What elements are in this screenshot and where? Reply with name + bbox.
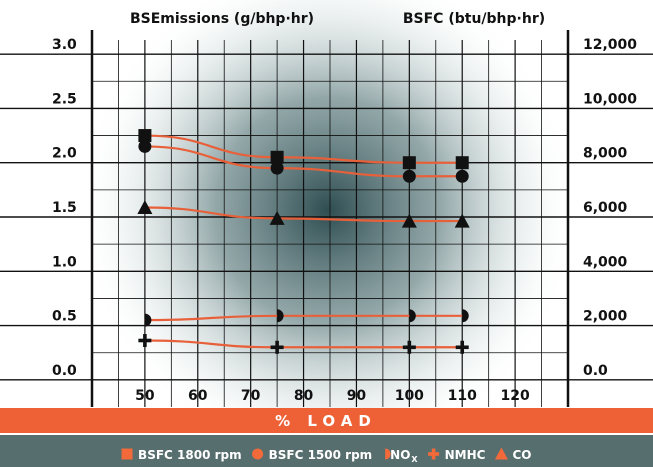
series-line — [144, 134, 463, 164]
left-tick-label: 0.5 — [52, 309, 77, 325]
x-tick-label: 60 — [188, 388, 208, 404]
marker-triangle — [269, 210, 285, 225]
legend-item: NO X — [385, 448, 418, 464]
background-glow — [78, 0, 578, 460]
marker-plus — [402, 340, 416, 354]
marker-circle — [455, 169, 469, 183]
plus-bar-v — [275, 340, 279, 354]
x-axis-title-band — [0, 408, 653, 433]
series-line — [144, 145, 463, 178]
legend-label-subscript: X — [411, 455, 418, 464]
marker-square — [138, 129, 152, 143]
x-tick-label: 70 — [241, 388, 261, 404]
marker-half-circle — [462, 309, 469, 323]
right-tick-label: 2,000 — [583, 309, 628, 325]
right-axis-title: BSFC (btu/bhp·hr) — [403, 11, 545, 27]
marker-circle — [402, 169, 416, 183]
marker-plus — [270, 340, 284, 354]
legend-marker-triangle — [494, 447, 508, 460]
series-nox — [144, 309, 469, 327]
x-tick-label: 80 — [294, 388, 314, 404]
plus-bar-v — [407, 340, 412, 354]
series-bsfc-1500-rpm — [138, 139, 469, 183]
left-tick-label: 3.0 — [52, 37, 77, 53]
marker-triangle — [401, 213, 417, 228]
marker-half-circle — [277, 309, 284, 323]
marker-circle — [270, 161, 284, 175]
legend-label: CO — [512, 448, 531, 462]
series-line — [144, 339, 463, 349]
series-nmhc — [138, 334, 469, 354]
x-tick-label: 100 — [395, 388, 424, 404]
marker-plus — [138, 334, 152, 347]
tick-labels: 0.0 0.0 0.5 2,000 1.0 4,000 1.5 6,000 2.0 8,000 2.… — [52, 37, 637, 404]
left-tick-label: 2.5 — [52, 91, 77, 107]
x-tick-label: 90 — [347, 388, 367, 404]
legend-label: NMHC — [445, 448, 486, 462]
legend-label: BSFC 1800 rpm — [138, 448, 242, 462]
legend-marker-circle — [252, 448, 264, 460]
right-tick-label: 6,000 — [583, 200, 628, 216]
legend-marker-square — [121, 448, 133, 460]
plus-bar-v — [143, 334, 147, 347]
marker-square — [270, 150, 284, 164]
right-tick-label: 8,000 — [583, 146, 628, 162]
marker-plus — [455, 340, 469, 354]
legend-item: BSFC 1800 rpm — [121, 448, 242, 462]
plus-bar-v — [460, 340, 465, 354]
marker-triangle — [137, 200, 153, 214]
series-co — [137, 200, 470, 228]
x-tick-label: 50 — [135, 388, 155, 404]
x-tick-label: 120 — [500, 388, 529, 404]
series-line — [144, 206, 463, 223]
marker-square — [455, 156, 469, 170]
series-bsfc-1800-rpm — [138, 129, 469, 170]
legend-label: BSFC 1500 rpm — [269, 448, 373, 462]
series-layer — [137, 129, 470, 354]
right-tick-label: 0.0 — [583, 363, 608, 379]
marker-half-circle — [144, 313, 152, 327]
marker-square — [402, 156, 416, 170]
x-axis-title: % LOAD — [275, 412, 377, 430]
left-tick-label: 1.0 — [52, 254, 77, 270]
legend-item: BSFC 1500 rpm — [252, 448, 372, 462]
marker-half-circle — [409, 309, 416, 323]
x-tick-label: 110 — [448, 388, 477, 404]
right-tick-label: 12,000 — [583, 37, 637, 53]
legend-label: NO — [390, 448, 410, 462]
left-tick-label: 1.5 — [52, 200, 77, 216]
legend-band — [0, 435, 653, 467]
series-line — [144, 314, 463, 322]
marker-circle — [138, 139, 152, 153]
left-tick-label: 0.0 — [52, 363, 77, 379]
legend-marker-half-circle — [385, 448, 391, 460]
legend: BSFC 1800 rpm BSFC 1500 rpm NO X NMHC CO — [121, 447, 531, 464]
right-tick-label: 10,000 — [583, 91, 637, 107]
left-tick-label: 2.0 — [52, 146, 77, 162]
legend-item: CO — [494, 447, 531, 462]
left-axis-title: BSEmissions (g/bhp·hr) — [130, 11, 314, 27]
legend-plus-v — [431, 448, 436, 460]
legend-item: NMHC — [428, 448, 486, 462]
right-tick-label: 4,000 — [583, 254, 628, 270]
marker-triangle — [454, 213, 470, 228]
